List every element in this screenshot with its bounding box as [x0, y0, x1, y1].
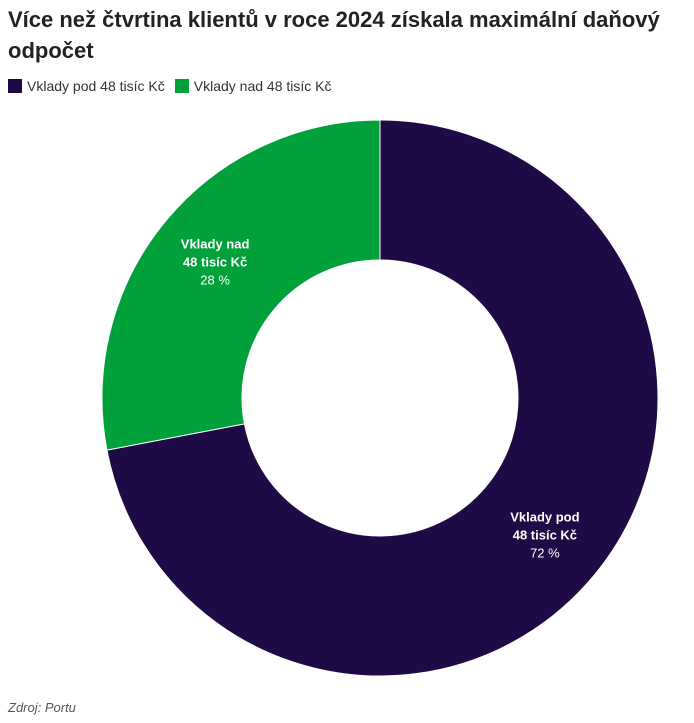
- donut-slice-nad: [101, 119, 381, 451]
- donut-slice-labels: Vklady pod 48 tisíc Kč 72 % Vklady nad 48 ti…: [181, 237, 580, 561]
- legend-label-pod: Vklady pod 48 tisíc Kč: [27, 78, 165, 94]
- chart-legend: Vklady pod 48 tisíc Kč Vklady nad 48 tis…: [8, 78, 342, 94]
- chart-title: Více než čtvrtina klientů v roce 2024 zí…: [8, 7, 660, 63]
- donut-slice-pod: [106, 119, 659, 677]
- donut-label-nad: Vklady nad 48 tisíc Kč 28 %: [181, 237, 250, 288]
- source-note: Zdroj: Portu: [8, 700, 76, 715]
- legend-swatch-nad: [174, 79, 189, 93]
- donut-slices: [101, 119, 659, 677]
- legend-item-pod: Vklady pod 48 tisíc Kč: [8, 78, 165, 94]
- legend-swatch-pod: [8, 79, 22, 93]
- legend-label-nad: Vklady nad 48 tisíc Kč: [193, 78, 332, 94]
- legend-item-nad: Vklady nad 48 tisíc Kč: [174, 78, 332, 94]
- donut-label-pod: Vklady pod 48 tisíc Kč 72 %: [510, 509, 579, 560]
